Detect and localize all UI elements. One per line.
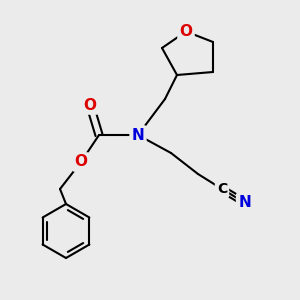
Text: O: O xyxy=(83,98,97,112)
Text: N: N xyxy=(238,195,251,210)
Text: C: C xyxy=(217,182,227,196)
Text: O: O xyxy=(179,24,193,39)
Text: O: O xyxy=(74,154,88,169)
Text: N: N xyxy=(132,128,144,142)
